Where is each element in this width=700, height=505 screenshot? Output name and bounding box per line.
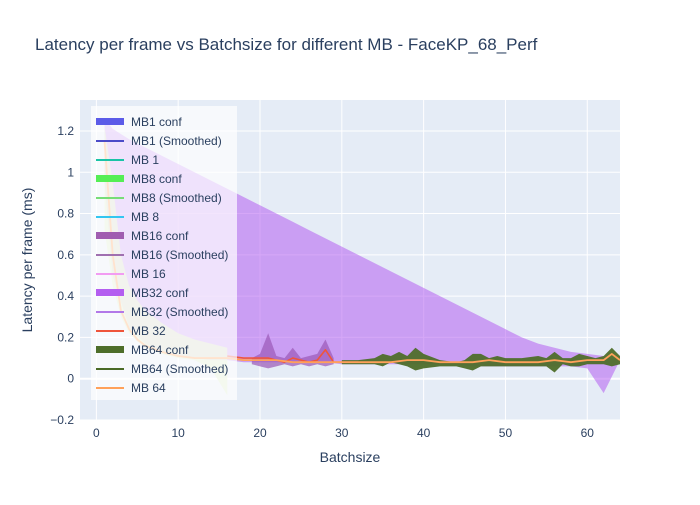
legend-swatch — [96, 346, 124, 353]
legend-label: MB8 conf — [131, 172, 182, 186]
legend-label: MB1 conf — [131, 115, 182, 129]
legend-item[interactable]: MB 32 — [96, 324, 166, 338]
legend-label: MB 32 — [131, 324, 166, 338]
legend[interactable]: MB1 conf MB1 (Smoothed) MB 1 MB8 conf MB8 (S… — [91, 106, 237, 400]
legend-label: MB 16 — [131, 267, 166, 281]
legend-item[interactable]: MB 64 — [96, 381, 166, 395]
legend-item[interactable]: MB16 (Smoothed) — [96, 248, 228, 262]
legend-swatch — [96, 118, 124, 125]
y-tick-label: 0 — [67, 372, 74, 386]
legend-label: MB 8 — [131, 210, 159, 224]
legend-label: MB64 conf — [131, 343, 189, 357]
legend-swatch — [96, 232, 124, 239]
y-tick-label: 0.2 — [57, 330, 74, 344]
legend-label: MB8 (Smoothed) — [131, 191, 222, 205]
legend-label: MB16 (Smoothed) — [131, 248, 228, 262]
legend-item[interactable]: MB64 (Smoothed) — [96, 362, 228, 376]
legend-label: MB1 (Smoothed) — [131, 134, 222, 148]
band-mb64-conf — [341, 347, 620, 373]
y-tick-label: 0.4 — [57, 289, 74, 303]
line-mb-32 — [227, 349, 359, 363]
y-axis-ticks: −0.2 0 0.2 0.4 0.6 0.8 1 1.2 — [50, 124, 74, 427]
y-axis-label: Latency per frame (ms) — [19, 188, 35, 333]
legend-item[interactable]: MB8 (Smoothed) — [96, 191, 222, 205]
legend-swatch — [96, 175, 124, 182]
legend-item[interactable]: MB64 conf — [96, 343, 189, 357]
y-tick-label: 0.6 — [57, 248, 74, 262]
x-axis-label: Batchsize — [320, 449, 381, 465]
chart-title: Latency per frame vs Batchsize for diffe… — [35, 35, 538, 54]
legend-item[interactable]: MB1 (Smoothed) — [96, 134, 222, 148]
x-tick-label: 40 — [417, 426, 431, 440]
y-tick-label: 1 — [67, 165, 74, 179]
x-axis-ticks: 0 10 20 30 40 50 60 — [93, 426, 594, 440]
legend-swatch — [96, 289, 124, 296]
x-tick-label: 60 — [581, 426, 595, 440]
legend-label: MB 64 — [131, 381, 166, 395]
legend-label: MB16 conf — [131, 229, 189, 243]
x-tick-label: 20 — [253, 426, 267, 440]
x-tick-label: 30 — [335, 426, 349, 440]
legend-item[interactable]: MB16 conf — [96, 229, 189, 243]
x-tick-label: 0 — [93, 426, 100, 440]
legend-item[interactable]: MB 8 — [96, 210, 159, 224]
x-tick-label: 10 — [172, 426, 186, 440]
legend-label: MB64 (Smoothed) — [131, 362, 228, 376]
legend-label: MB32 (Smoothed) — [131, 305, 228, 319]
y-tick-label: 0.8 — [57, 207, 74, 221]
y-tick-label: −0.2 — [50, 413, 74, 427]
x-tick-label: 50 — [499, 426, 513, 440]
legend-item[interactable]: MB 1 — [96, 153, 159, 167]
y-tick-label: 1.2 — [57, 124, 74, 138]
legend-item[interactable]: MB32 conf — [96, 286, 189, 300]
legend-item[interactable]: MB1 conf — [96, 115, 182, 129]
legend-item[interactable]: MB 16 — [96, 267, 166, 281]
legend-label: MB 1 — [131, 153, 159, 167]
legend-item[interactable]: MB8 conf — [96, 172, 182, 186]
legend-label: MB32 conf — [131, 286, 189, 300]
legend-item[interactable]: MB32 (Smoothed) — [96, 305, 228, 319]
